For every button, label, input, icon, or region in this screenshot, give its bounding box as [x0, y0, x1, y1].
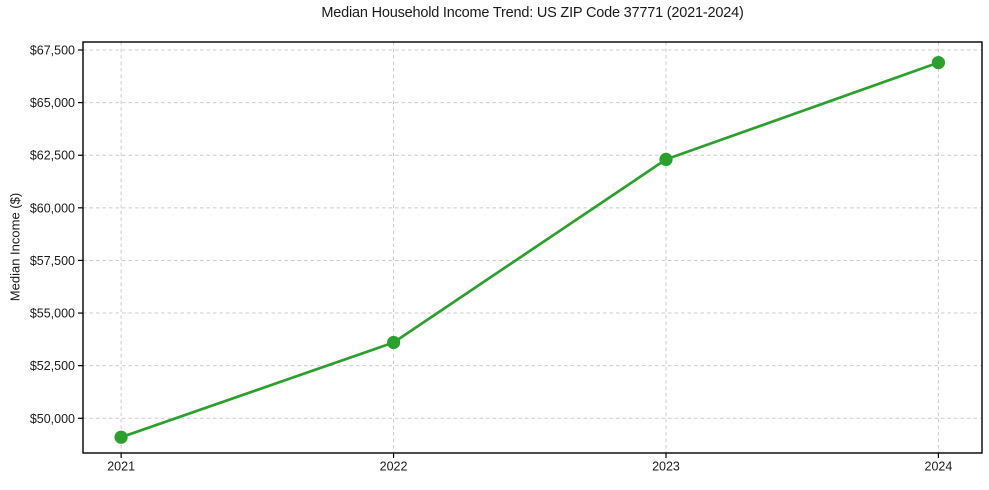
y-axis-tick-label: $57,500	[30, 254, 75, 268]
data-point-marker	[387, 335, 401, 350]
y-axis-tick-label: $52,500	[30, 359, 75, 373]
y-axis-tick-label: $65,000	[30, 96, 75, 110]
y-axis-tick-label: $50,000	[30, 412, 75, 426]
x-axis-tick-label: 2023	[652, 460, 680, 474]
x-axis-tick-label: 2024	[925, 460, 953, 474]
y-axis-tick-label: $60,000	[30, 201, 75, 215]
series-line	[119, 61, 940, 439]
y-axis-tick-label: $62,500	[30, 149, 75, 163]
x-axis-tick-label: 2021	[107, 460, 135, 474]
chart-title: Median Household Income Trend: US ZIP Co…	[321, 5, 744, 21]
y-axis-tick-label: $67,500	[30, 43, 75, 57]
y-axis-tick-label: $55,000	[30, 307, 75, 321]
data-point-marker	[114, 430, 128, 444]
axes-spines	[82, 41, 983, 454]
data-point-marker	[659, 152, 673, 166]
x-axis-tick-label: 2022	[380, 460, 408, 474]
data-point-marker	[931, 56, 946, 70]
